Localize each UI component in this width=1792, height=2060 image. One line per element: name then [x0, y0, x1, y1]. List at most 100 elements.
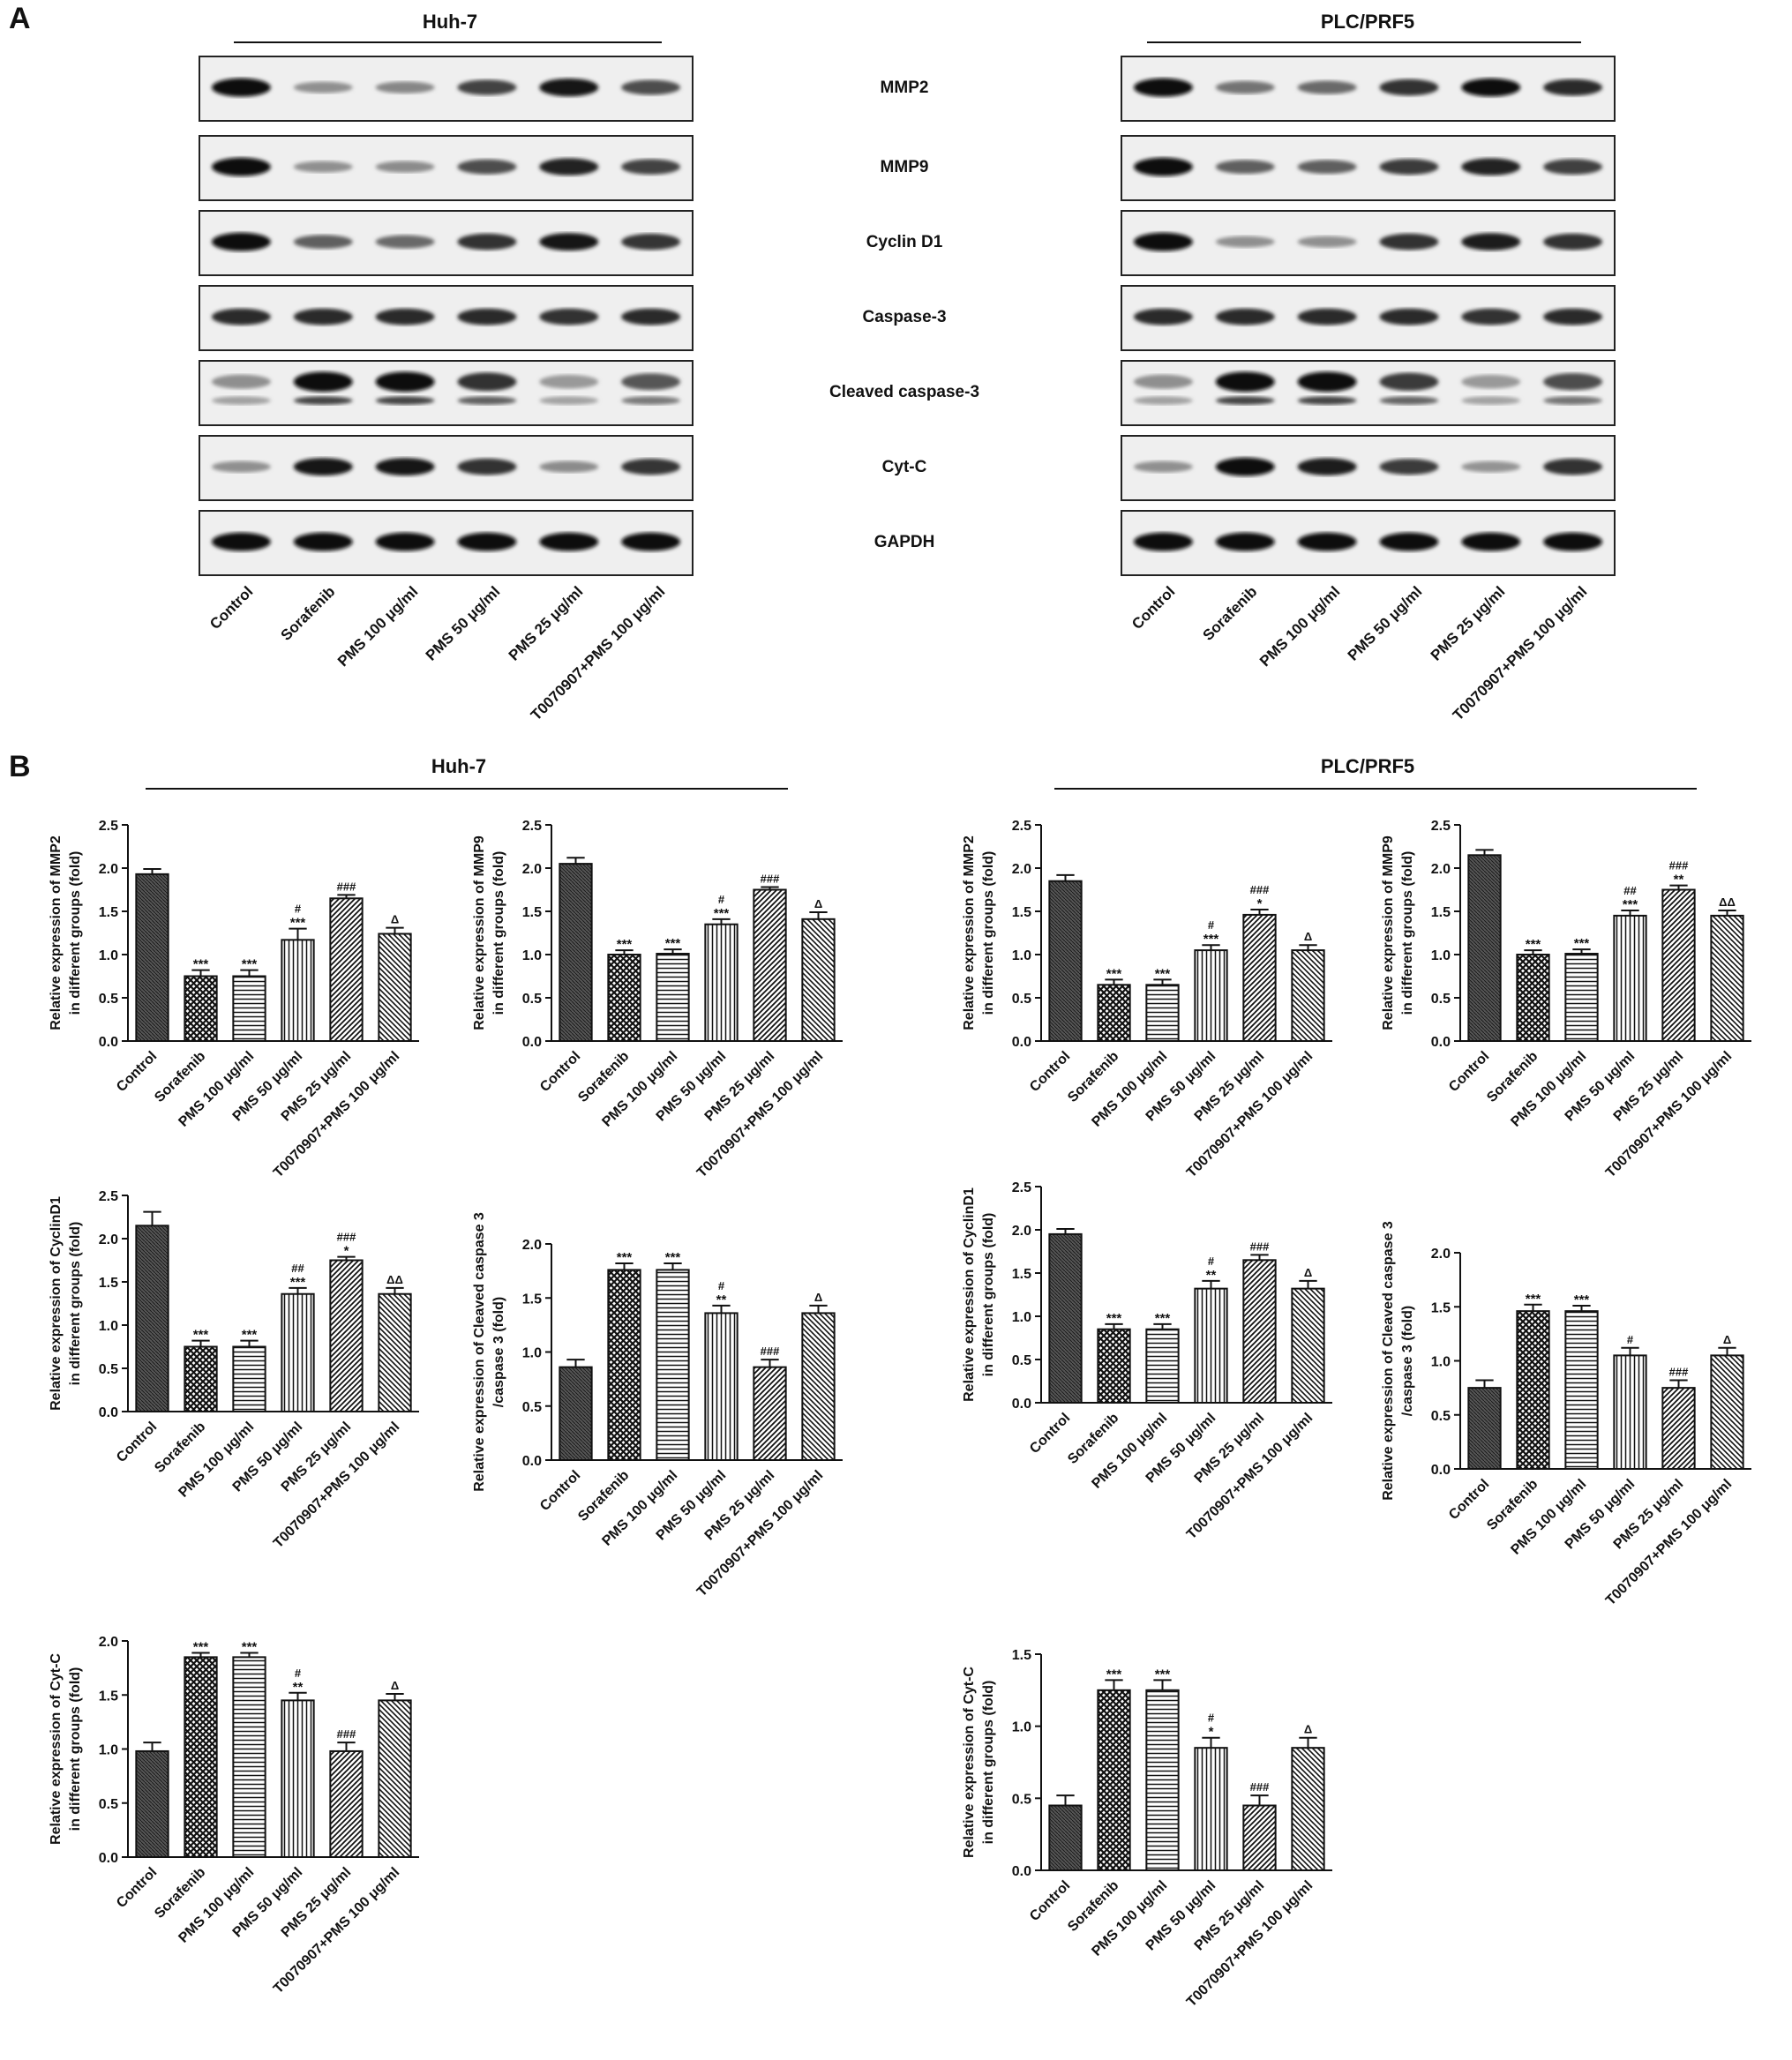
y-axis-label: in different groups (fold) — [981, 1681, 996, 1845]
y-tick-label: 0.5 — [1012, 992, 1031, 1007]
bar — [1145, 984, 1180, 1043]
band-plc-4-5 — [1543, 373, 1603, 391]
band-plc-6-2 — [1297, 532, 1357, 551]
x-tick-label: Control — [1027, 1411, 1073, 1457]
y-axis-label: Relative expression of Cleaved caspase 3 — [472, 1212, 487, 1492]
band-huh7-0-1 — [293, 81, 353, 94]
bar-chart-3: 0.0 0.5 1.0 1.5 2.0 2.5 Relative expression of… — [1350, 807, 1765, 1226]
significance-label: *** — [617, 937, 633, 952]
bar — [607, 1269, 641, 1462]
y-tick-label: 1.5 — [99, 905, 118, 920]
band-plc-5-2 — [1297, 458, 1357, 476]
bar — [135, 1749, 169, 1858]
y-axis-label: in different groups (fold) — [981, 1213, 996, 1377]
band-huh7-2-5 — [621, 233, 681, 251]
y-tick-label: 0.0 — [1012, 1035, 1031, 1050]
bar — [1467, 1387, 1502, 1470]
bar — [1564, 953, 1599, 1043]
y-tick-label: 0.0 — [1431, 1035, 1451, 1050]
band-huh7-4-1 — [293, 396, 353, 405]
significance-label: # — [1627, 1333, 1634, 1346]
y-tick-label: 2.0 — [1012, 1224, 1031, 1239]
y-tick-label: 0.5 — [99, 1797, 118, 1812]
bar-chart-svg-9: 0.0 0.5 1.0 1.5 Relative expression of Cyt-C… — [962, 1648, 1332, 2010]
bar-chart-0: 0.0 0.5 1.0 1.5 2.0 2.5 Relative expression of… — [18, 807, 432, 1226]
significance-label: *** — [1106, 1667, 1122, 1682]
y-axis-label: Relative expression of MMP2 — [49, 835, 64, 1030]
x-tick-label: Control — [114, 1049, 160, 1095]
bar-chart-svg-0: 0.0 0.5 1.0 1.5 2.0 2.5 Relative expression of… — [49, 819, 419, 1180]
y-tick-label: 2.0 — [1431, 862, 1451, 877]
y-tick-label: 1.5 — [1012, 905, 1031, 920]
x-tick-label: Control — [1027, 1878, 1073, 1924]
bar — [1710, 914, 1744, 1043]
bar — [1194, 1747, 1228, 1871]
significance-label: ### — [1669, 1366, 1689, 1379]
band-huh7-3-1 — [293, 308, 353, 326]
band-plc-6-3 — [1379, 532, 1439, 551]
band-plc-3-2 — [1297, 308, 1357, 326]
bar — [1613, 1354, 1647, 1470]
y-axis-label: Relative expression of MMP9 — [1381, 835, 1396, 1030]
significance-label: ### — [337, 1231, 356, 1244]
protein-label-1: MMP9 — [880, 158, 929, 176]
panel-b-group-line-plc — [1054, 788, 1697, 790]
bar — [184, 1656, 218, 1858]
bar — [801, 1312, 836, 1462]
bar-chart-svg-5: 0.0 0.5 1.0 1.5 2.0 Relative expression of Cl… — [472, 1212, 843, 1599]
band-plc-5-0 — [1133, 461, 1193, 473]
bar — [281, 1292, 315, 1412]
panel-b-group-title-plc: PLC/PRF5 — [1320, 755, 1415, 777]
y-axis-label: Relative expression of CyclinD1 — [962, 1187, 977, 1402]
significance-label: *** — [1155, 1667, 1171, 1682]
blot-huh7-5 — [199, 435, 694, 501]
band-plc-2-3 — [1379, 233, 1439, 251]
y-tick-label: 1.0 — [522, 1346, 542, 1361]
significance-label: ΔΔ — [386, 1273, 403, 1286]
y-tick-label: 0.5 — [1012, 1353, 1031, 1368]
bar — [329, 1749, 364, 1858]
significance-label: *** — [242, 957, 258, 972]
y-tick-label: 0.0 — [1012, 1397, 1031, 1412]
bar — [1564, 1310, 1599, 1471]
band-plc-0-1 — [1215, 80, 1275, 94]
band-plc-3-4 — [1461, 308, 1521, 326]
bar — [135, 873, 169, 1042]
band-plc-2-0 — [1133, 232, 1193, 251]
bar — [1516, 954, 1550, 1042]
bar — [1516, 1310, 1550, 1471]
bar-chart-svg-6: 0.0 0.5 1.0 1.5 2.0 2.5 Relative expression of… — [962, 1180, 1332, 1542]
y-tick-label: 1.0 — [1012, 948, 1031, 963]
y-axis-label: /caspase 3 (fold) — [491, 1297, 506, 1407]
y-tick-label: 1.5 — [1012, 1267, 1031, 1282]
bar — [1048, 1804, 1083, 1871]
bar — [1145, 1689, 1180, 1872]
band-huh7-0-5 — [621, 79, 681, 95]
bar-chart-svg-3: 0.0 0.5 1.0 1.5 2.0 2.5 Relative expression of… — [1381, 819, 1751, 1180]
significance-label: ### — [761, 873, 780, 886]
band-huh7-5-4 — [539, 461, 599, 473]
y-tick-label: 1.0 — [99, 1743, 118, 1758]
bar — [135, 1225, 169, 1412]
band-huh7-4-4 — [539, 374, 599, 389]
band-plc-1-1 — [1215, 160, 1275, 174]
bar — [1710, 1354, 1744, 1470]
significance-label: # — [1208, 1255, 1215, 1268]
band-huh7-0-0 — [211, 78, 271, 97]
y-axis-label: Relative expression of MMP2 — [962, 835, 977, 1030]
band-huh7-4-0 — [211, 374, 271, 389]
band-huh7-0-4 — [539, 78, 599, 97]
band-plc-4-2 — [1297, 396, 1357, 405]
y-tick-label: 0.5 — [99, 992, 118, 1007]
bar — [1613, 914, 1647, 1043]
bar — [1097, 984, 1131, 1043]
bar — [1661, 888, 1696, 1042]
bar — [1048, 1232, 1083, 1405]
band-huh7-3-0 — [211, 308, 271, 326]
band-plc-4-5 — [1543, 396, 1603, 405]
band-huh7-1-1 — [293, 161, 353, 173]
blot-plc-5 — [1121, 435, 1616, 501]
band-huh7-5-5 — [621, 458, 681, 476]
y-tick-label: 2.0 — [99, 1232, 118, 1247]
blot-huh7-3 — [199, 285, 694, 351]
